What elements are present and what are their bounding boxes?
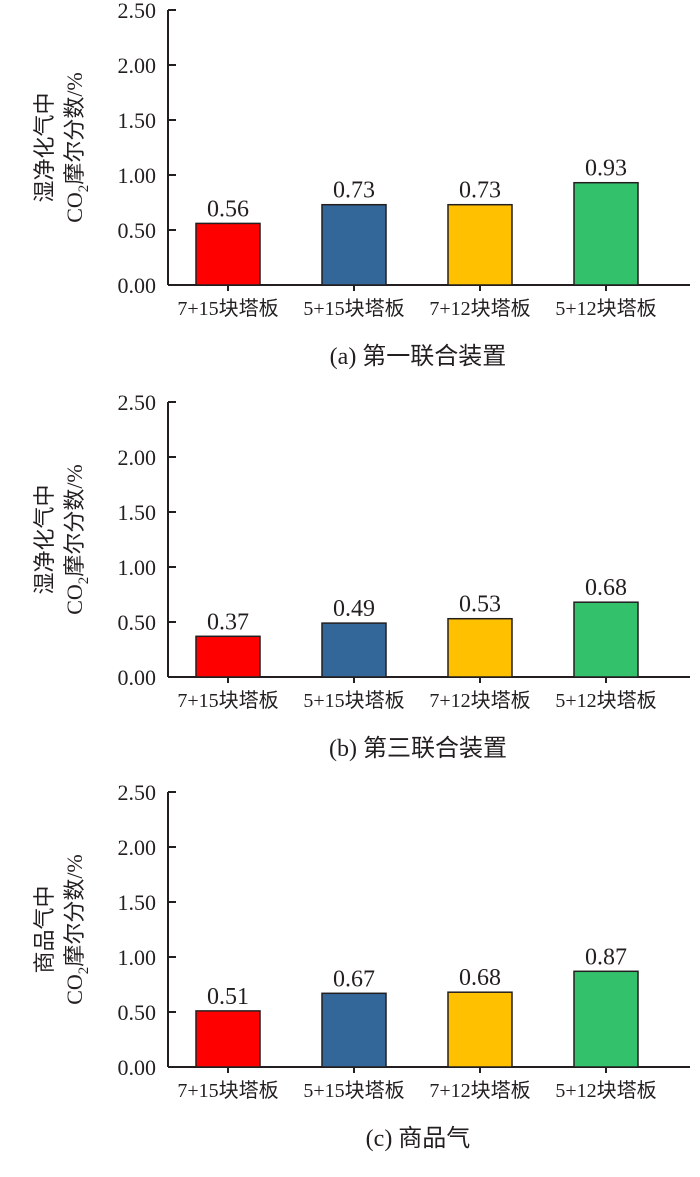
bar xyxy=(573,181,639,286)
chart-caption: (b) 第三联合装置 xyxy=(329,735,507,762)
y-tick-label: 2.00 xyxy=(118,445,157,470)
bar-chart-a: 0.00 0.50 1.00 1.50 2.00 2.50 0.56 7+15块塔板 0.73 5… xyxy=(32,0,690,370)
data-label: 0.68 xyxy=(585,575,627,601)
chart-caption: (a) 第一联合装置 xyxy=(330,343,507,370)
data-label: 0.37 xyxy=(207,609,249,635)
bar xyxy=(321,622,387,678)
y-axis-label-subscript: 2 xyxy=(76,185,92,193)
bar xyxy=(195,1010,261,1068)
y-tick-label: 2.50 xyxy=(118,782,157,805)
y-axis-label-subscript: 2 xyxy=(76,967,92,975)
data-label: 0.56 xyxy=(207,196,249,222)
data-label: 0.93 xyxy=(585,156,627,182)
bar xyxy=(447,991,513,1068)
y-axis-label-co: CO xyxy=(62,584,87,615)
chart-caption: (c) 商品气 xyxy=(366,1125,471,1152)
y-tick-label: 1.00 xyxy=(118,945,157,970)
x-tick-label: 7+12块塔板 xyxy=(429,1079,530,1102)
bar-chart-b: 0.00 0.50 1.00 1.50 2.00 2.50 0.37 7+15块塔板 0.49 5… xyxy=(32,390,690,762)
x-tick-label: 5+12块塔板 xyxy=(555,689,656,712)
x-tick-label: 7+15块塔板 xyxy=(177,1079,278,1102)
x-tick-label: 7+15块塔板 xyxy=(177,689,278,712)
chart-panel-b: 0.00 0.50 1.00 1.50 2.00 2.50 0.37 7+15块塔板 0.49 5… xyxy=(0,390,700,782)
data-label: 0.73 xyxy=(333,178,375,204)
y-axis-label-unit: 摩尔分数/% xyxy=(62,72,87,184)
x-tick-label: 7+12块塔板 xyxy=(429,297,530,320)
y-axis-label-line2: CO2摩尔分数/% xyxy=(62,854,92,1005)
bar xyxy=(447,617,513,678)
bar xyxy=(195,222,261,286)
y-tick-label: 1.50 xyxy=(118,500,157,525)
y-axis-label-line2: CO2摩尔分数/% xyxy=(62,72,92,223)
y-tick-label: 0.00 xyxy=(118,273,157,298)
x-tick-label: 7+12块塔板 xyxy=(429,689,530,712)
bar xyxy=(195,635,261,678)
y-tick-label: 2.00 xyxy=(118,835,157,860)
data-label: 0.53 xyxy=(459,592,501,618)
x-tick-label: 7+15块塔板 xyxy=(177,297,278,320)
data-label: 0.87 xyxy=(585,944,627,970)
x-tick-label: 5+12块塔板 xyxy=(555,297,656,320)
y-axis-label-line1: 商品气中 xyxy=(32,885,57,973)
y-tick-label: 2.00 xyxy=(118,53,157,78)
data-label: 0.67 xyxy=(333,966,375,992)
data-label: 0.49 xyxy=(333,596,375,622)
y-tick-label: 0.50 xyxy=(118,1000,157,1025)
bar xyxy=(321,203,387,286)
y-tick-label: 2.50 xyxy=(118,392,157,415)
y-axis-label-subscript: 2 xyxy=(76,577,92,585)
y-axis-label-unit: 摩尔分数/% xyxy=(62,464,87,576)
bar xyxy=(573,970,639,1068)
y-tick-label: 1.50 xyxy=(118,108,157,133)
y-tick-label: 1.00 xyxy=(118,555,157,580)
data-label: 0.51 xyxy=(207,984,249,1010)
x-tick-label: 5+15块塔板 xyxy=(303,1079,404,1102)
y-axis-label-unit: 摩尔分数/% xyxy=(62,854,87,966)
y-tick-label: 0.00 xyxy=(118,1055,157,1080)
chart-panel-c: 0.00 0.50 1.00 1.50 2.00 2.50 0.51 7+15块塔板 0.67 5… xyxy=(0,780,700,1172)
y-axis-label-co: CO xyxy=(62,192,87,223)
y-axis-label-line2: CO2摩尔分数/% xyxy=(62,464,92,615)
y-axis-label-line1: 湿净化气中 xyxy=(32,92,57,202)
y-tick-label: 0.50 xyxy=(118,218,157,243)
bar xyxy=(447,203,513,286)
y-axis-label-co: CO xyxy=(62,974,87,1005)
y-tick-label: 0.50 xyxy=(118,610,157,635)
bar xyxy=(321,992,387,1068)
bar-chart-c: 0.00 0.50 1.00 1.50 2.00 2.50 0.51 7+15块塔板 0.67 5… xyxy=(32,780,690,1152)
y-axis-label-line1: 湿净化气中 xyxy=(32,484,57,594)
y-tick-label: 1.00 xyxy=(118,163,157,188)
x-tick-label: 5+12块塔板 xyxy=(555,1079,656,1102)
chart-panel-a: 0.00 0.50 1.00 1.50 2.00 2.50 0.56 7+15块塔板 0.73 5… xyxy=(0,0,700,390)
y-tick-label: 2.50 xyxy=(118,0,157,23)
y-tick-label: 0.00 xyxy=(118,665,157,690)
x-tick-label: 5+15块塔板 xyxy=(303,689,404,712)
data-label: 0.73 xyxy=(459,178,501,204)
bar xyxy=(573,601,639,678)
y-tick-label: 1.50 xyxy=(118,890,157,915)
x-tick-label: 5+15块塔板 xyxy=(303,297,404,320)
data-label: 0.68 xyxy=(459,965,501,991)
